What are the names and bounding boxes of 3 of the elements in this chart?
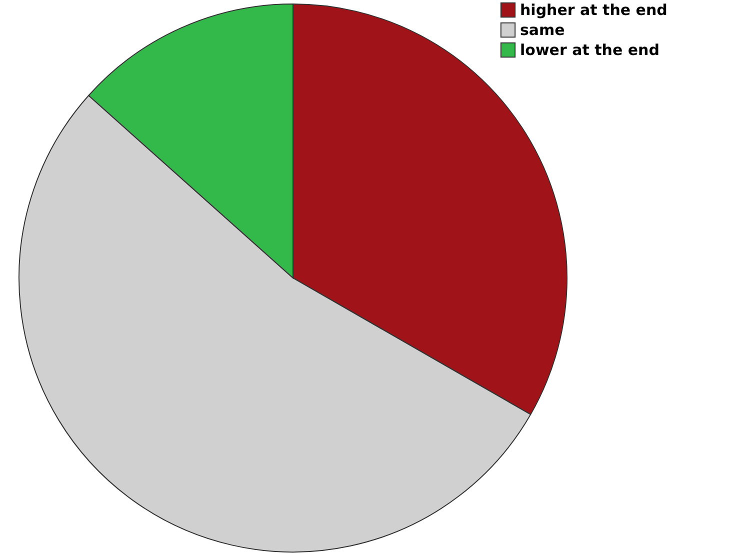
- legend-label: same: [520, 21, 565, 39]
- legend-label: higher at the end: [520, 1, 668, 19]
- legend-label: lower at the end: [520, 41, 660, 59]
